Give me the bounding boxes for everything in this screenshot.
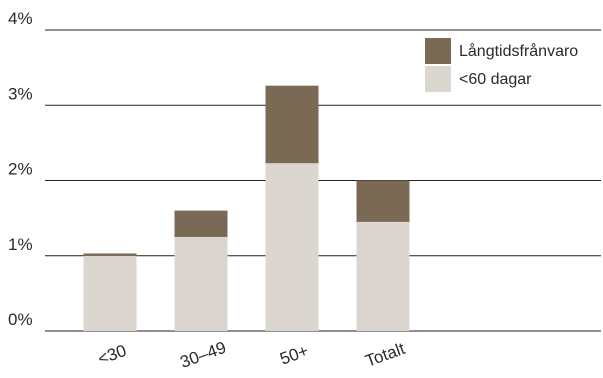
bar-segment-long-term xyxy=(356,180,410,222)
bar-segment-short-term xyxy=(83,255,137,331)
legend-label: Långtidsfrånvaro xyxy=(459,42,578,60)
y-tick-label: 4% xyxy=(8,9,33,28)
legend-label: <60 dagar xyxy=(459,71,532,88)
y-tick-labels: 0% 1% 2% 3% 4% xyxy=(8,9,33,329)
legend-swatch xyxy=(425,38,451,64)
bar-segment-long-term xyxy=(174,210,228,237)
x-category-labels: <30 30–49 50+ Totalt xyxy=(95,338,407,372)
legend: Långtidsfrånvaro <60 dagar xyxy=(425,38,578,92)
legend-swatch xyxy=(425,66,451,92)
x-category-label: 50+ xyxy=(277,341,311,369)
bar-segment-short-term xyxy=(265,163,319,331)
bar-segment-short-term xyxy=(174,236,228,331)
y-tick-label: 0% xyxy=(8,310,33,329)
x-category-label: Totalt xyxy=(363,339,408,371)
bar-segment-short-term xyxy=(356,221,410,331)
gridlines xyxy=(45,29,601,332)
bar-segment-long-term xyxy=(265,85,319,164)
bar-segment-long-term xyxy=(83,253,137,256)
y-tick-label: 1% xyxy=(8,235,33,254)
y-tick-label: 3% xyxy=(8,84,33,103)
y-tick-label: 2% xyxy=(8,160,33,179)
x-category-label: 30–49 xyxy=(178,338,229,372)
x-category-label: <30 xyxy=(95,341,129,369)
bars xyxy=(83,85,410,331)
